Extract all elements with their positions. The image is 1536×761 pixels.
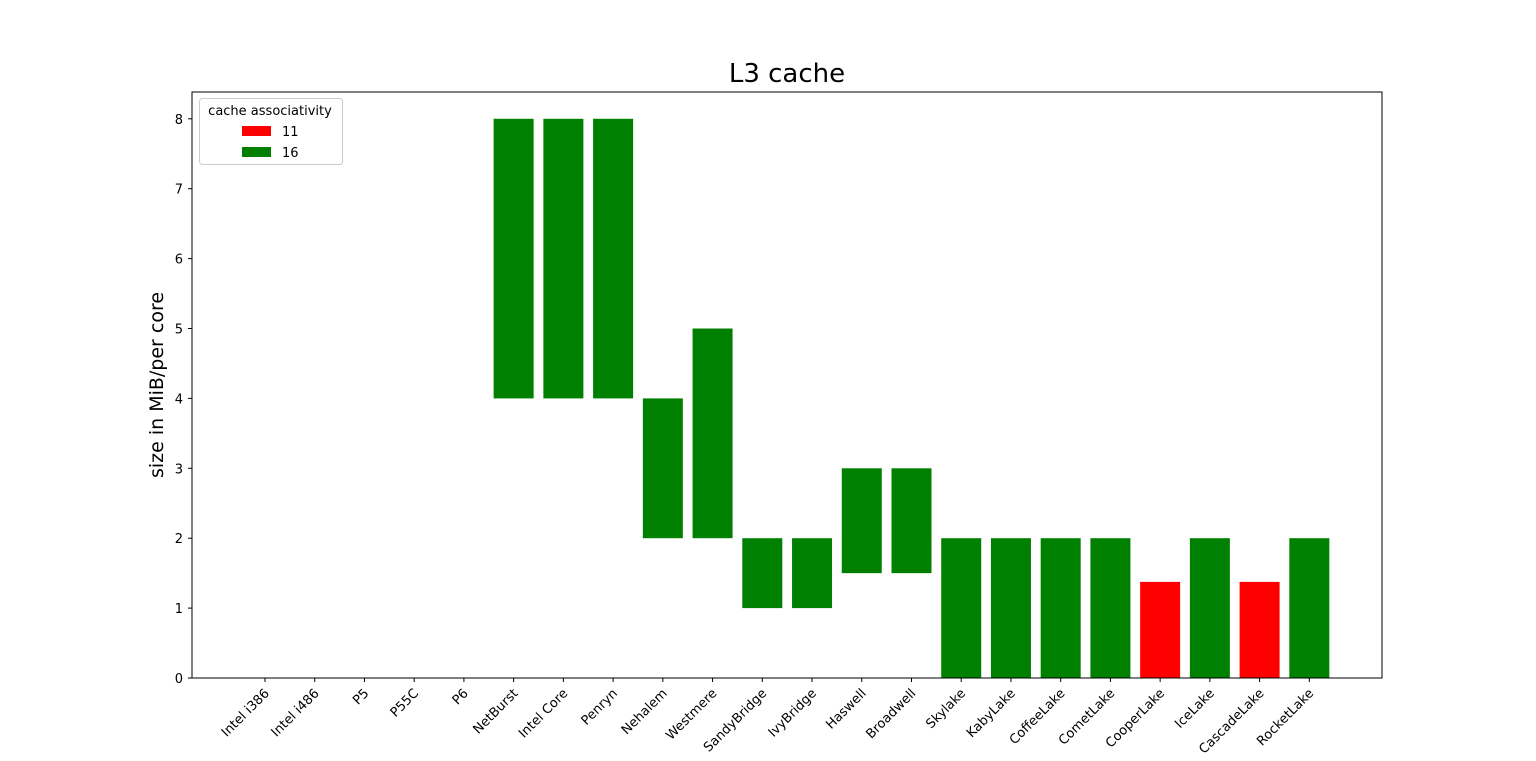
y-axis: 0 1 2 3 4 5 6 7 8 <box>175 113 192 687</box>
bar <box>642 398 683 539</box>
y-tick-label: 8 <box>175 113 183 128</box>
bar <box>692 328 733 539</box>
x-tick-label: P6 <box>450 686 472 708</box>
x-tick-label: Penryn <box>579 686 621 728</box>
chart-title: L3 cache <box>729 59 845 89</box>
x-tick-label: IceLake <box>1172 686 1217 731</box>
bar <box>593 118 634 399</box>
bar <box>1090 538 1131 678</box>
legend-swatch <box>242 147 271 157</box>
y-tick-label: 1 <box>175 602 183 617</box>
y-tick-label: 0 <box>175 672 183 687</box>
legend-swatch <box>242 126 271 136</box>
bar <box>792 538 833 609</box>
bar <box>1189 538 1230 678</box>
x-tick-label: Intel Core <box>516 686 571 741</box>
x-tick-label: P55C <box>388 686 422 720</box>
bar <box>1140 581 1181 678</box>
bar <box>941 538 982 678</box>
y-tick-label: 3 <box>175 462 183 477</box>
x-tick-label: P5 <box>350 686 372 708</box>
y-tick-label: 5 <box>175 323 183 338</box>
y-tick-label: 2 <box>175 532 183 547</box>
bar <box>891 468 932 574</box>
legend-entry-label: 16 <box>282 146 299 161</box>
bar <box>742 538 783 609</box>
bar <box>543 118 584 399</box>
bar <box>990 538 1031 678</box>
y-axis-label: size in MiB/per core <box>146 292 168 478</box>
x-tick-label: IvyBridge <box>766 686 820 740</box>
x-tick-label: Haswell <box>823 686 869 732</box>
y-tick-label: 6 <box>175 253 183 268</box>
y-tick-label: 7 <box>175 183 183 198</box>
x-tick-label: Intel i386 <box>219 686 273 740</box>
legend-title: cache associativity <box>208 104 332 119</box>
bars-layer <box>493 118 1330 678</box>
plot-frame <box>191 91 1383 679</box>
bar <box>1289 538 1330 678</box>
legend: cache associativity 11 16 <box>199 98 343 165</box>
bar <box>1040 538 1081 678</box>
bar <box>1239 581 1280 678</box>
x-tick-label: Broadwell <box>863 686 919 742</box>
bar <box>841 468 882 574</box>
y-tick-label: 4 <box>175 392 183 407</box>
x-tick-label: Intel i486 <box>269 686 323 740</box>
x-tick-label: Skylake <box>923 686 969 732</box>
x-tick-label: Nehalem <box>619 686 671 738</box>
bar <box>493 118 534 399</box>
x-tick-label: NetBurst <box>470 686 521 737</box>
legend-entry-label: 11 <box>282 125 299 140</box>
